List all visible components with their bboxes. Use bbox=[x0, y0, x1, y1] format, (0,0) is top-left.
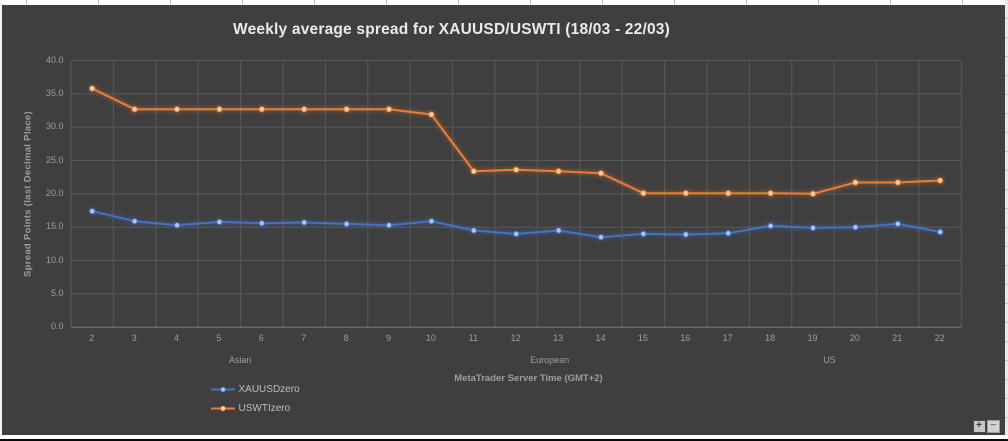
data-point-xauusdzero bbox=[470, 226, 477, 233]
worksheet-left-edge bbox=[0, 0, 2, 441]
plot-area bbox=[70, 59, 962, 328]
data-point-xauusdzero bbox=[597, 233, 604, 240]
y-tick-label: 30.0 bbox=[45, 121, 64, 132]
data-point-xauusdzero bbox=[682, 230, 689, 237]
y-tick-label: 5.0 bbox=[50, 287, 64, 298]
x-tick-label: 16 bbox=[680, 332, 691, 343]
data-point-xauusdzero bbox=[894, 220, 901, 227]
data-point-uswtizero bbox=[258, 105, 265, 112]
chart-title: Weekly average spread for XAUUSD/USWTI (… bbox=[233, 20, 670, 38]
data-point-uswtizero bbox=[385, 105, 392, 112]
legend-swatch-line-icon bbox=[210, 386, 235, 392]
worksheet-right-edge bbox=[1005, 0, 1008, 441]
x-tick-label: 21 bbox=[892, 332, 903, 343]
data-point-xauusdzero bbox=[300, 218, 307, 225]
worksheet-bottom-edge bbox=[0, 434, 1008, 439]
x-tick-label: 14 bbox=[595, 332, 606, 343]
data-point-uswtizero bbox=[767, 189, 774, 196]
legend-label: XAUUSDzero bbox=[238, 383, 300, 395]
x-tick-label: 13 bbox=[553, 332, 564, 343]
y-tick-label: 40.0 bbox=[45, 54, 64, 65]
x-tick-label: 9 bbox=[385, 332, 391, 343]
y-axis-title: Spread Points (last Decimal Place) bbox=[22, 110, 33, 277]
legend-item-uswtizero[interactable]: USWTIzero bbox=[210, 403, 300, 414]
zoom-in-button[interactable]: + bbox=[972, 419, 986, 433]
y-tick-label: 0.0 bbox=[50, 321, 64, 332]
x-tick-label: 8 bbox=[343, 332, 349, 343]
data-point-uswtizero bbox=[936, 176, 943, 183]
data-point-xauusdzero bbox=[215, 218, 222, 225]
data-point-uswtizero bbox=[809, 190, 816, 197]
x-tick-label: 18 bbox=[765, 332, 776, 343]
y-tick-label: 25.0 bbox=[45, 154, 64, 165]
data-point-uswtizero bbox=[88, 85, 95, 92]
x-tick-label: 7 bbox=[301, 332, 307, 343]
x-tick-label: 22 bbox=[934, 332, 945, 343]
x-tick-label: 19 bbox=[807, 332, 818, 343]
x-tick-label: 12 bbox=[510, 332, 521, 343]
x-axis-title: MetaTrader Server Time (GMT+2) bbox=[454, 372, 603, 384]
chart-area: Weekly average spread for XAUUSD/USWTI (… bbox=[1, 4, 1005, 435]
data-point-uswtizero bbox=[512, 166, 519, 173]
data-point-xauusdzero bbox=[385, 221, 392, 228]
worksheet-top-edge bbox=[0, 0, 1008, 5]
y-tick-label: 35.0 bbox=[45, 87, 64, 98]
data-point-xauusdzero bbox=[724, 229, 731, 236]
legend-label: USWTIzero bbox=[238, 402, 291, 414]
data-point-xauusdzero bbox=[512, 230, 519, 237]
data-point-xauusdzero bbox=[173, 221, 180, 228]
x-tick-label: 20 bbox=[849, 332, 860, 343]
x-tick-label: 2 bbox=[89, 332, 95, 343]
data-point-xauusdzero bbox=[767, 222, 774, 229]
x-tick-label: 5 bbox=[216, 332, 222, 343]
data-point-uswtizero bbox=[851, 178, 858, 185]
data-point-xauusdzero bbox=[131, 217, 138, 224]
data-point-uswtizero bbox=[343, 105, 350, 112]
data-point-xauusdzero bbox=[639, 230, 646, 237]
zoom-out-button[interactable]: − bbox=[986, 419, 1000, 433]
x-tick-label: 11 bbox=[468, 332, 478, 343]
data-point-uswtizero bbox=[300, 105, 307, 112]
gridlines bbox=[70, 59, 962, 328]
y-tick-label: 10.0 bbox=[45, 254, 64, 265]
data-point-xauusdzero bbox=[88, 207, 95, 214]
legend-swatch-line-icon bbox=[210, 405, 235, 411]
session-label-asian: Asian bbox=[228, 355, 252, 365]
data-point-uswtizero bbox=[894, 178, 901, 185]
data-point-uswtizero bbox=[597, 169, 604, 176]
legend-item-xauusdzero[interactable]: XAUUSDzero bbox=[210, 384, 300, 395]
legend: XAUUSDzero USWTIzero bbox=[210, 384, 300, 414]
y-tick-label: 15.0 bbox=[45, 221, 64, 232]
x-tick-label: 17 bbox=[722, 332, 733, 343]
x-tick-label: 4 bbox=[173, 332, 179, 343]
data-point-uswtizero bbox=[682, 189, 689, 196]
series-uswtizero bbox=[88, 85, 943, 197]
x-tick-label: 15 bbox=[637, 332, 648, 343]
x-tick-label: 6 bbox=[258, 332, 264, 343]
data-point-uswtizero bbox=[724, 189, 731, 196]
data-point-xauusdzero bbox=[258, 219, 265, 226]
data-point-uswtizero bbox=[173, 105, 180, 112]
y-tick-label: 20.0 bbox=[45, 187, 64, 198]
x-tick-label: 3 bbox=[131, 332, 137, 343]
data-point-uswtizero bbox=[215, 105, 222, 112]
data-point-uswtizero bbox=[639, 189, 646, 196]
session-label-european: European bbox=[530, 355, 570, 365]
data-point-uswtizero bbox=[131, 105, 138, 112]
data-point-xauusdzero bbox=[555, 226, 562, 233]
data-point-xauusdzero bbox=[936, 228, 943, 235]
session-label-us: US bbox=[823, 355, 836, 365]
window-bottom-border bbox=[0, 438, 1008, 441]
series-xauusdzero bbox=[88, 207, 943, 240]
data-point-xauusdzero bbox=[427, 217, 434, 224]
x-tick-label: 10 bbox=[425, 332, 436, 343]
data-point-uswtizero bbox=[427, 111, 434, 118]
data-point-uswtizero bbox=[555, 167, 562, 174]
zoom-controls: + − bbox=[972, 419, 1000, 433]
data-point-xauusdzero bbox=[851, 223, 858, 230]
data-point-uswtizero bbox=[470, 167, 477, 174]
data-point-xauusdzero bbox=[809, 224, 816, 231]
data-point-xauusdzero bbox=[343, 220, 350, 227]
